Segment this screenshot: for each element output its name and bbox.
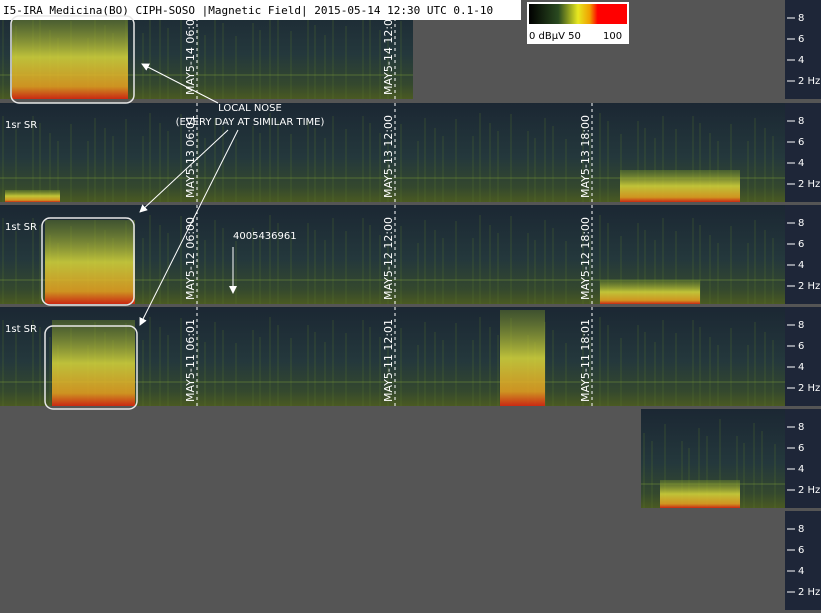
axis-label: 6: [798, 34, 804, 45]
axis-label: 4: [798, 566, 804, 577]
burst: [660, 480, 740, 508]
burst: [600, 280, 700, 304]
axis-label: 4: [798, 362, 804, 373]
axis-label: 6: [798, 137, 804, 148]
time-label: MAY5-11 12:01: [382, 319, 395, 402]
colorbar: [529, 4, 627, 24]
axis-label: 8: [798, 116, 804, 127]
time-label: MAY5-13 18:00: [579, 115, 592, 198]
strip-label: 1st SR: [5, 222, 37, 233]
title: I5-IRA Medicina(BO) CIPH-SOSO |Magnetic …: [3, 4, 493, 17]
axis-label: 6: [798, 545, 804, 556]
axis-label: 4: [798, 464, 804, 475]
axis-label: 2 Hz: [798, 281, 820, 292]
burst: [12, 15, 128, 99]
time-label: MAY5-11 06:01: [184, 319, 197, 402]
time-label: MAY5-12 18:00: [579, 217, 592, 300]
axis-label: 2 Hz: [798, 485, 820, 496]
time-label: MAY5-14 12:01: [382, 12, 395, 95]
axis-label: 4: [798, 158, 804, 169]
annotation: 4005436961: [233, 231, 297, 242]
time-label: MAY5-13 12:00: [382, 115, 395, 198]
strip-label: 1st SR: [5, 324, 37, 335]
burst: [45, 220, 135, 304]
axis-label: 2 Hz: [798, 179, 820, 190]
burst: [500, 310, 545, 406]
colorbar-low: 0 dBµV 50: [529, 31, 581, 42]
axis-label: 8: [798, 320, 804, 331]
axis-label: 2 Hz: [798, 383, 820, 394]
annotation: (EVERY DAY AT SIMILAR TIME): [176, 117, 325, 128]
axis-label: 8: [798, 524, 804, 535]
axis-label: 6: [798, 341, 804, 352]
annotation: LOCAL NOSE: [218, 103, 282, 114]
burst: [620, 170, 740, 202]
time-label: MAY5-14 06:00: [184, 12, 197, 95]
axis-label: 4: [798, 55, 804, 66]
burst: [52, 320, 135, 406]
axis-label: 4: [798, 260, 804, 271]
colorbar-high: 100: [603, 31, 622, 42]
axis-label: 8: [798, 422, 804, 433]
axis-label: 6: [798, 443, 804, 454]
burst: [5, 190, 60, 202]
time-label: MAY5-11 18:01: [579, 319, 592, 402]
axis-label: 8: [798, 218, 804, 229]
axis-label: 2 Hz: [798, 587, 820, 598]
time-label: MAY5-12 12:00: [382, 217, 395, 300]
strip-label: 1sr SR: [5, 120, 37, 131]
axis-label: 2 Hz: [798, 76, 820, 87]
axis-label: 8: [798, 13, 804, 24]
time-label: MAY5-12 06:00: [184, 217, 197, 300]
axis-label: 6: [798, 239, 804, 250]
